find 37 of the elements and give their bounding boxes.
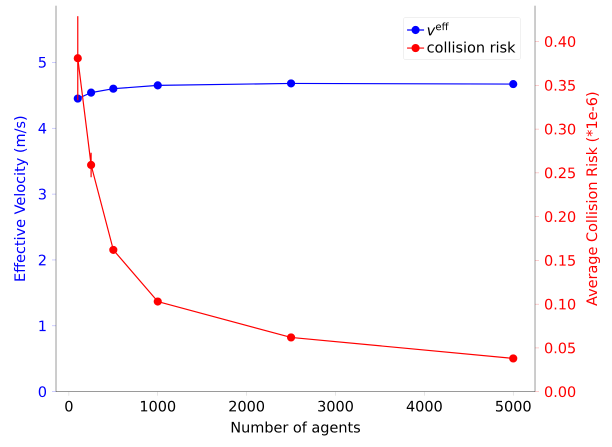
y-axis-title: Effective Velocity (m/s) xyxy=(14,116,28,281)
x-tick-label: 3000 xyxy=(318,400,353,412)
y2-axis-title: Average Collision Risk (*1e-6) xyxy=(586,92,600,306)
point xyxy=(286,333,296,342)
y2-tick-label: 0.30 xyxy=(544,124,576,135)
y2-tick-label: 0.25 xyxy=(544,167,575,178)
legend-label: v$^{eff}$ xyxy=(428,22,449,36)
point xyxy=(509,80,518,88)
point xyxy=(74,54,82,62)
x-tick-label: 5000 xyxy=(496,400,531,412)
y-tick-label: 3 xyxy=(38,188,46,200)
y2-tick-label: 0.15 xyxy=(544,254,575,266)
y2-tick-label: 0.10 xyxy=(544,298,576,310)
point xyxy=(286,79,296,88)
y-tick-label: 5 xyxy=(38,56,46,68)
x-tick-label: 0 xyxy=(65,400,73,412)
y2-tick-label: 0.40 xyxy=(544,36,576,48)
x-axis-title: Number of agents xyxy=(232,421,360,436)
y-tick-label: 1 xyxy=(39,320,46,332)
point xyxy=(109,84,118,93)
point xyxy=(87,160,96,170)
y2-tick-label: 0.00 xyxy=(544,386,576,398)
x-tick-label: 2000 xyxy=(229,400,264,412)
point xyxy=(154,81,162,90)
y2-tick-label: 0.05 xyxy=(544,342,575,354)
y-tick-label: 0 xyxy=(38,386,46,398)
x-tick-label: 4000 xyxy=(406,400,442,412)
point xyxy=(509,354,518,363)
point xyxy=(109,246,118,254)
point xyxy=(87,88,96,97)
y-tick-label: 4 xyxy=(38,122,46,134)
y2-tick-label: 0.35 xyxy=(544,80,575,91)
y-tick-label: 2 xyxy=(38,254,46,266)
point xyxy=(154,297,162,306)
y2-tick-label: 0.20 xyxy=(544,211,576,222)
x-tick-label: 1000 xyxy=(140,400,176,412)
legend-label: collision risk xyxy=(427,41,516,53)
